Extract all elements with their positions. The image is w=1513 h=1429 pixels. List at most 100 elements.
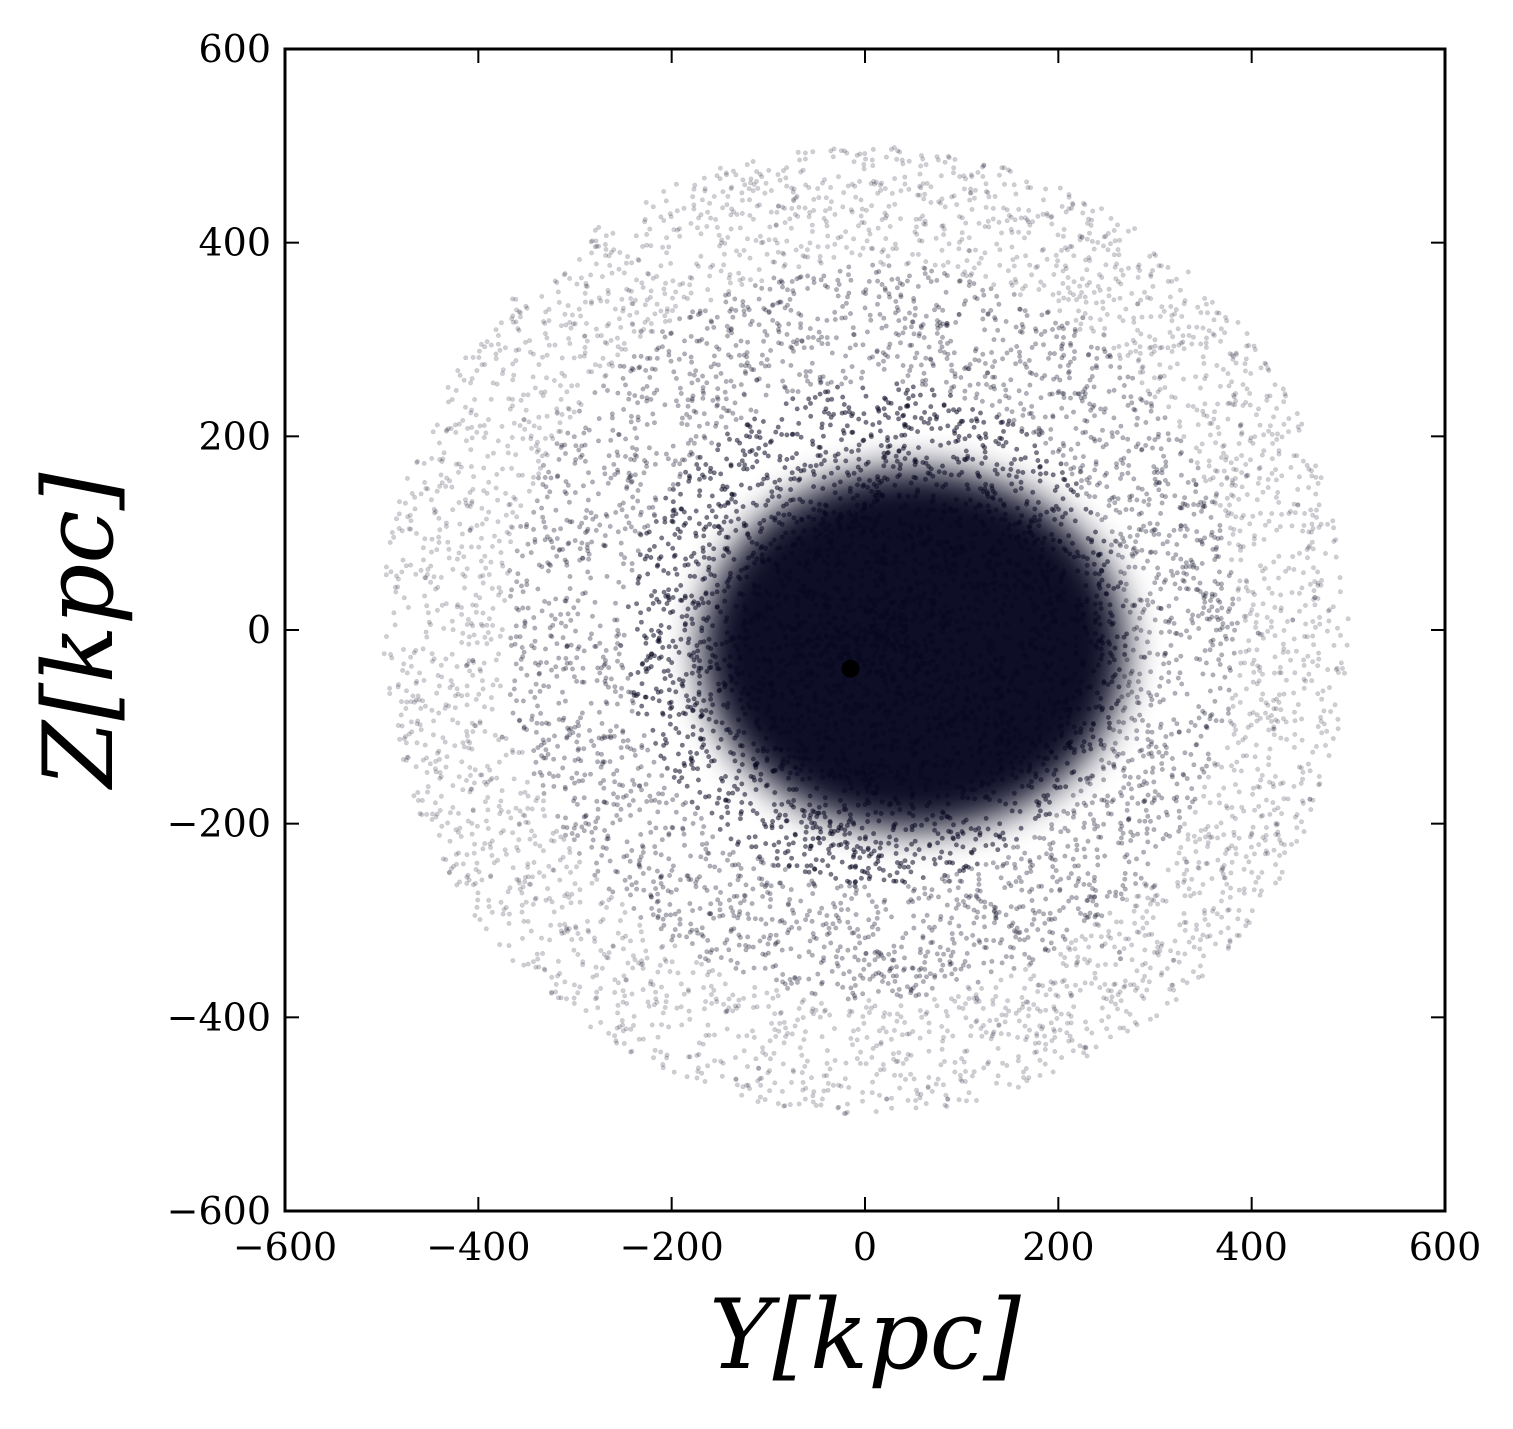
scatter-point: [1184, 628, 1190, 634]
scatter-point: [1011, 734, 1017, 740]
scatter-point: [1197, 963, 1203, 969]
scatter-point: [1139, 397, 1145, 403]
scatter-point: [746, 197, 752, 203]
scatter-point: [740, 752, 746, 758]
scatter-point: [1153, 843, 1159, 849]
scatter-point: [695, 561, 701, 567]
scatter-point: [715, 745, 721, 751]
scatter-point: [1098, 695, 1104, 701]
scatter-point: [856, 681, 862, 687]
scatter-point: [863, 393, 869, 399]
scatter-point: [701, 1006, 707, 1012]
scatter-point: [839, 624, 845, 630]
scatter-point: [871, 745, 877, 751]
scatter-point: [1066, 875, 1072, 881]
scatter-point: [1163, 577, 1169, 583]
scatter-point: [659, 535, 665, 541]
scatter-point: [554, 641, 560, 647]
scatter-point: [860, 342, 866, 348]
scatter-point: [1094, 847, 1100, 853]
scatter-point: [1112, 672, 1118, 678]
scatter-point: [505, 450, 511, 456]
scatter-point: [938, 1062, 944, 1068]
scatter-point: [1058, 1011, 1064, 1017]
scatter-point: [631, 1013, 637, 1019]
scatter-point: [542, 524, 548, 530]
scatter-point: [532, 638, 538, 644]
scatter-point: [662, 1004, 668, 1010]
scatter-point: [748, 647, 754, 653]
scatter-point: [759, 278, 765, 284]
scatter-point: [756, 296, 762, 302]
scatter-point: [718, 609, 724, 615]
scatter-point: [837, 496, 843, 502]
scatter-point: [794, 660, 800, 666]
scatter-point: [646, 606, 652, 612]
scatter-point: [956, 246, 962, 252]
scatter-point: [988, 770, 994, 776]
scatter-point: [725, 584, 731, 590]
scatter-point: [1120, 896, 1126, 902]
scatter-point: [1046, 601, 1052, 607]
scatter-point: [615, 390, 621, 396]
scatter-point: [759, 285, 765, 291]
scatter-point: [684, 934, 690, 940]
scatter-point: [1003, 912, 1009, 918]
scatter-point: [782, 465, 788, 471]
scatter-point: [606, 886, 612, 892]
scatter-point: [1167, 294, 1173, 300]
scatter-point: [995, 327, 1001, 333]
scatter-point: [618, 806, 624, 812]
scatter-point: [917, 171, 923, 177]
scatter-point: [850, 325, 856, 331]
scatter-point: [1219, 718, 1225, 724]
scatter-point: [949, 723, 955, 729]
scatter-point: [1099, 757, 1105, 763]
scatter-point: [1281, 691, 1287, 697]
scatter-point: [1071, 1004, 1077, 1010]
scatter-point: [896, 416, 902, 422]
scatter-point: [418, 705, 424, 711]
scatter-point: [495, 341, 501, 347]
scatter-point: [1004, 207, 1010, 213]
scatter-point: [1116, 751, 1122, 757]
scatter-point: [796, 1005, 802, 1011]
scatter-point: [723, 299, 729, 305]
scatter-point: [726, 996, 732, 1002]
scatter-point: [750, 808, 756, 814]
scatter-point: [988, 1036, 994, 1042]
scatter-point: [575, 990, 581, 996]
scatter-point: [1014, 254, 1020, 260]
scatter-point: [593, 326, 599, 332]
scatter-point: [806, 976, 812, 982]
scatter-point: [747, 277, 753, 283]
scatter-point: [784, 238, 790, 244]
scatter-point: [559, 689, 565, 695]
scatter-point: [1135, 327, 1141, 333]
scatter-point: [879, 660, 885, 666]
scatter-point: [1276, 692, 1282, 698]
scatter-point: [860, 765, 866, 771]
scatter-point: [710, 834, 716, 840]
scatter-point: [438, 793, 444, 799]
scatter-point: [1019, 616, 1025, 622]
scatter-point: [1172, 493, 1178, 499]
scatter-point: [796, 925, 802, 931]
scatter-point: [770, 317, 776, 323]
scatter-point: [485, 807, 491, 813]
scatter-point: [560, 635, 566, 641]
scatter-point: [1241, 886, 1247, 892]
scatter-point: [727, 654, 733, 660]
scatter-point: [954, 784, 960, 790]
scatter-point: [482, 799, 488, 805]
scatter-point: [1291, 566, 1297, 572]
scatter-point: [589, 479, 595, 485]
scatter-point: [1233, 514, 1239, 520]
scatter-point: [952, 371, 958, 377]
scatter-point: [1012, 488, 1018, 494]
scatter-point: [810, 1006, 816, 1012]
scatter-point: [695, 648, 701, 654]
scatter-point: [1310, 659, 1316, 665]
scatter-point: [1074, 801, 1080, 807]
scatter-point: [799, 1070, 805, 1076]
